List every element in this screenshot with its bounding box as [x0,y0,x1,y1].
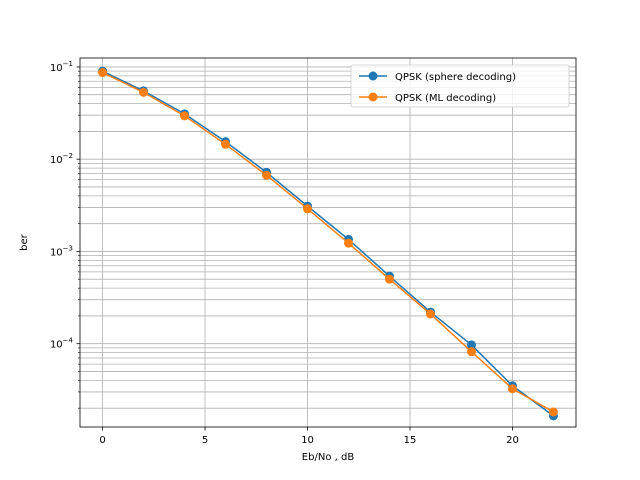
series-line-2 [102,71,554,413]
y-tick-label: 10−2 [50,152,73,166]
series-1-point [466,340,476,350]
series-2-point [98,68,108,78]
y-tick-label: 10−4 [50,337,74,351]
series-2-point [548,407,558,417]
y-tick-label: 10−3 [50,244,73,258]
series-2-point [343,238,353,248]
series-2-point [384,274,394,284]
legend: QPSK (sphere decoding) QPSK (ML decoding) [350,64,570,108]
series-line-1 [102,70,554,417]
y-axis-label: ber [19,233,30,251]
series-2-point [425,309,435,319]
series-layer [98,66,558,421]
series-2-point [262,170,272,180]
series-2-point [221,139,231,149]
x-tick-label: 15 [404,435,417,446]
x-tick-label: 5 [202,435,208,446]
series-2-point [139,87,149,97]
series-2-point [180,111,190,121]
x-axis-label: Eb/No , dB [302,452,355,463]
y-tick-label: 10−1 [50,60,73,74]
legend-label-2: QPSK (ML decoding) [395,93,496,104]
axes-frame [79,57,577,428]
series-2-point [507,384,517,394]
legend-marker-1 [368,71,378,81]
legend-label-1: QPSK (sphere decoding) [395,72,516,83]
series-2-point [303,204,313,214]
x-tick-label: 0 [99,435,105,446]
x-tick-label: 20 [506,435,519,446]
legend-marker-2 [368,92,378,102]
series-2-point [466,347,476,357]
legend-box [350,64,570,108]
axis-ticks: 0 5 10 15 20 10−1 10−2 10−3 10−4 [50,60,519,446]
x-tick-label: 10 [301,435,314,446]
